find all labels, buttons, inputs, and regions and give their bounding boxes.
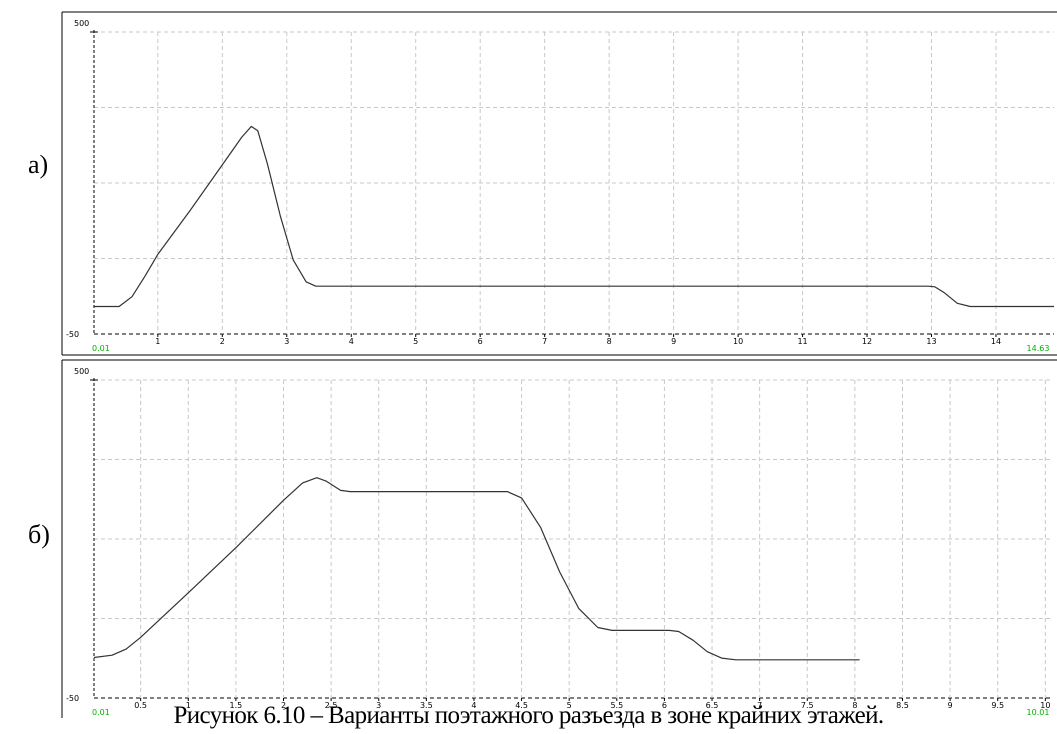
x-tick-label-a-2: 3 bbox=[284, 337, 289, 346]
x-end-label-a: 14.63 bbox=[1027, 344, 1050, 353]
x-start-label-b: 0.01 bbox=[92, 708, 110, 717]
x-tick-label-b-17: 9 bbox=[948, 701, 953, 710]
x-tick-label-a-3: 4 bbox=[349, 337, 354, 346]
x-start-label-a: 0.01 bbox=[92, 344, 110, 353]
y-tick-label-bottom-a: -50 bbox=[66, 330, 79, 339]
x-tick-label-b-19: 10 bbox=[1040, 701, 1050, 710]
x-tick-label-a-1: 2 bbox=[220, 337, 225, 346]
x-tick-label-a-5: 6 bbox=[478, 337, 483, 346]
x-tick-label-b-10: 5.5 bbox=[610, 701, 623, 710]
series-line-b-0 bbox=[93, 477, 860, 661]
x-tick-label-a-8: 9 bbox=[671, 337, 676, 346]
x-tick-label-b-5: 3 bbox=[376, 701, 381, 710]
x-tick-label-b-12: 6.5 bbox=[706, 701, 719, 710]
x-tick-label-b-7: 4 bbox=[471, 701, 476, 710]
y-tick-label-bottom-b: -50 bbox=[66, 694, 79, 703]
series-line-a-0 bbox=[94, 125, 1054, 308]
x-tick-label-a-10: 11 bbox=[797, 337, 807, 346]
panel-label-b: б) bbox=[28, 520, 50, 549]
x-tick-label-b-8: 4.5 bbox=[515, 701, 528, 710]
x-tick-label-b-18: 9.5 bbox=[991, 701, 1004, 710]
x-tick-label-a-6: 7 bbox=[542, 337, 547, 346]
x-tick-label-b-16: 8.5 bbox=[896, 701, 909, 710]
x-tick-label-b-11: 6 bbox=[662, 701, 667, 710]
chart-panel-b: 0.5 1 1.5 2 2.5 3 3.5 4 4.5 5 5.5 6 6.5 7 7.5 8 8.5 9 9.5 1… bbox=[61, 359, 1057, 718]
x-tick-label-b-15: 8 bbox=[852, 701, 857, 710]
x-tick-label-b-0: 0.5 bbox=[134, 701, 147, 710]
x-tick-label-a-13: 14 bbox=[991, 337, 1001, 346]
x-end-label-b: 10.01 bbox=[1027, 708, 1050, 717]
x-tick-label-a-9: 10 bbox=[733, 337, 743, 346]
y-tick-label-top-a: 500 bbox=[74, 19, 89, 28]
figure-caption: Рисунок 6.10 – Варианты поэтажного разъе… bbox=[173, 702, 884, 729]
panel-label-a: а) bbox=[28, 150, 49, 179]
y-tick-label-top-b: 500 bbox=[74, 367, 89, 376]
x-tick-label-b-3: 2 bbox=[281, 701, 286, 710]
x-tick-label-a-0: 1 bbox=[155, 337, 160, 346]
x-tick-label-b-9: 5 bbox=[567, 701, 572, 710]
x-tick-label-a-4: 5 bbox=[413, 337, 418, 346]
x-tick-label-a-7: 8 bbox=[607, 337, 612, 346]
x-tick-label-b-2: 1.5 bbox=[230, 701, 243, 710]
x-tick-label-a-12: 13 bbox=[926, 337, 936, 346]
x-tick-label-b-13: 7 bbox=[757, 701, 762, 710]
x-tick-label-a-11: 12 bbox=[862, 337, 872, 346]
x-tick-label-b-1: 1 bbox=[186, 701, 191, 710]
x-tick-label-b-6: 3.5 bbox=[420, 701, 433, 710]
x-tick-label-b-14: 7.5 bbox=[801, 701, 814, 710]
x-tick-label-b-4: 2.5 bbox=[325, 701, 338, 710]
